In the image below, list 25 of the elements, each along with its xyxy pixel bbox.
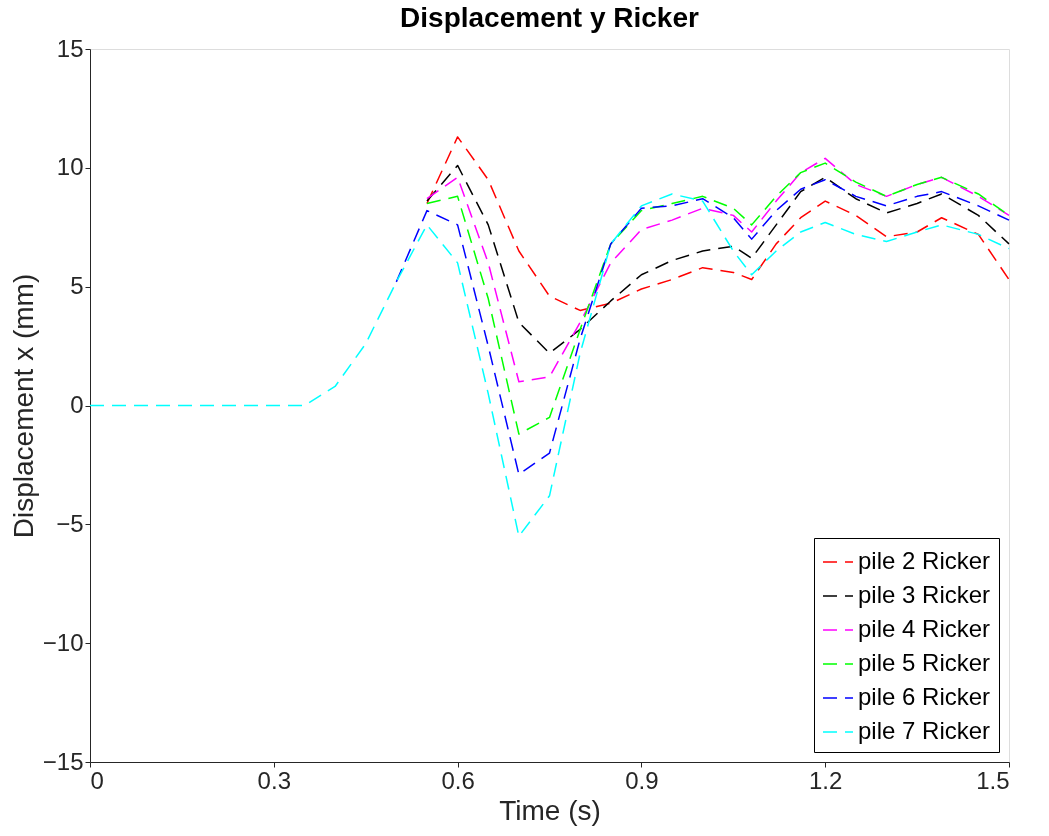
y-tick-label: 0	[70, 391, 84, 418]
y-tick-label: 5	[70, 272, 84, 300]
legend-label: pile 3 Ricker	[858, 581, 991, 608]
x-tick-label: 0.6	[441, 766, 475, 794]
legend-label: pile 4 Ricker	[858, 615, 991, 642]
legend-label: pile 6 Ricker	[858, 683, 991, 710]
y-axis-title: Displacement x (mm)	[7, 273, 39, 539]
line-series	[426, 136, 1010, 312]
x-tick-label: 0.3	[257, 766, 291, 794]
y-tick-label: 10	[56, 153, 84, 181]
x-axis-title: Time (s)	[499, 794, 601, 826]
x-tick-label: 1.2	[809, 766, 843, 794]
chart-title: Displacement y Ricker	[400, 2, 700, 33]
line-series	[426, 157, 1010, 383]
x-tick-label: 1.5	[976, 766, 1010, 794]
y-tick-label: −5	[56, 509, 84, 537]
legend-label: pile 2 Ricker	[858, 547, 991, 574]
y-tick-label: −10	[42, 628, 84, 656]
y-tick-label: 15	[56, 34, 84, 62]
x-tick-label: 0.9	[625, 766, 659, 794]
line-series	[426, 164, 1010, 354]
legend-label: pile 5 Ricker	[858, 649, 991, 676]
x-tick-label: 0	[90, 766, 104, 794]
y-tick-label: −15	[42, 747, 84, 775]
legend-label: pile 7 Ricker	[858, 717, 991, 744]
